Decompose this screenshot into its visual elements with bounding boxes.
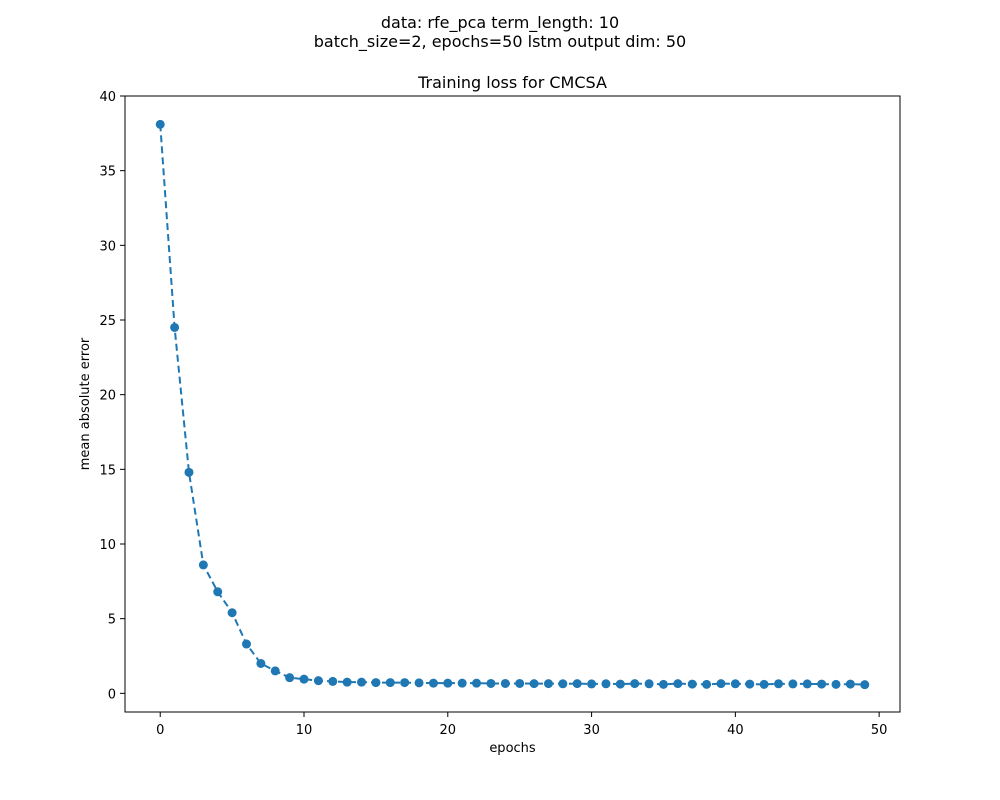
x-tick-label: 0 bbox=[156, 723, 164, 738]
data-point bbox=[687, 679, 697, 689]
data-point bbox=[357, 677, 367, 687]
data-point bbox=[745, 679, 755, 689]
data-point bbox=[443, 678, 453, 688]
data-point bbox=[457, 678, 467, 688]
data-point bbox=[313, 676, 323, 686]
y-tick-label: 15 bbox=[99, 463, 116, 478]
y-axis-ticks: 0 5 10 15 20 25 30 35 40 bbox=[99, 90, 125, 702]
x-tick-label: 50 bbox=[871, 723, 888, 738]
data-point bbox=[285, 673, 295, 683]
data-point bbox=[486, 678, 496, 688]
data-point bbox=[673, 679, 683, 689]
data-point bbox=[658, 679, 668, 689]
suptitle-line-2: batch_size=2, epochs=50 lstm output dim:… bbox=[314, 32, 686, 52]
chart-title: Training loss for CMCSA bbox=[417, 73, 607, 92]
data-point bbox=[414, 678, 424, 688]
data-point bbox=[543, 679, 553, 689]
data-point bbox=[774, 679, 784, 689]
data-point bbox=[500, 678, 510, 688]
x-tick-label: 20 bbox=[440, 723, 457, 738]
data-point bbox=[170, 322, 180, 332]
data-point bbox=[644, 679, 654, 689]
data-point bbox=[184, 467, 194, 477]
data-point bbox=[227, 608, 237, 618]
data-point bbox=[155, 119, 165, 129]
data-point bbox=[299, 674, 309, 684]
y-tick-label: 0 bbox=[108, 687, 116, 702]
data-point bbox=[845, 679, 855, 689]
data-point bbox=[817, 679, 827, 689]
axes-frame bbox=[124, 95, 901, 713]
data-point bbox=[241, 639, 251, 649]
x-tick-label: 40 bbox=[727, 723, 744, 738]
data-point bbox=[788, 679, 798, 689]
data-point bbox=[328, 676, 338, 686]
plot-area bbox=[155, 119, 870, 690]
data-point bbox=[428, 678, 438, 688]
y-axis-label: mean absolute error bbox=[78, 337, 93, 470]
y-tick-label: 20 bbox=[99, 389, 116, 404]
y-tick-label: 10 bbox=[99, 538, 116, 553]
data-point bbox=[213, 587, 223, 597]
x-tick-label: 10 bbox=[296, 723, 313, 738]
data-point bbox=[558, 679, 568, 689]
data-point bbox=[601, 679, 611, 689]
data-point bbox=[529, 679, 539, 689]
data-point bbox=[515, 678, 525, 688]
data-point bbox=[342, 677, 352, 687]
data-point bbox=[587, 679, 597, 689]
data-point bbox=[716, 679, 726, 689]
x-axis-label: epochs bbox=[489, 741, 536, 756]
data-point bbox=[860, 680, 870, 690]
y-tick-label: 25 bbox=[99, 314, 116, 329]
data-point bbox=[759, 679, 769, 689]
y-tick-label: 40 bbox=[99, 90, 116, 105]
x-tick-label: 30 bbox=[583, 723, 600, 738]
suptitle-line-1: data: rfe_pca term_length: 10 bbox=[381, 13, 619, 33]
data-point bbox=[702, 679, 712, 689]
data-point bbox=[256, 658, 266, 668]
y-tick-label: 35 bbox=[99, 165, 116, 180]
data-point bbox=[198, 560, 208, 570]
data-point bbox=[615, 679, 625, 689]
data-point bbox=[630, 679, 640, 689]
x-axis-ticks: 0 10 20 30 40 50 bbox=[156, 712, 887, 738]
data-point bbox=[802, 679, 812, 689]
suptitle: data: rfe_pca term_length: 10 batch_size… bbox=[314, 13, 686, 52]
data-point bbox=[472, 678, 482, 688]
data-point bbox=[270, 666, 280, 676]
data-point bbox=[400, 678, 410, 688]
data-point bbox=[831, 679, 841, 689]
y-tick-label: 30 bbox=[99, 239, 116, 254]
data-point bbox=[572, 679, 582, 689]
data-point bbox=[385, 678, 395, 688]
data-point bbox=[371, 678, 381, 688]
y-tick-label: 5 bbox=[108, 613, 116, 628]
series-line bbox=[159, 124, 865, 686]
data-point bbox=[730, 679, 740, 689]
